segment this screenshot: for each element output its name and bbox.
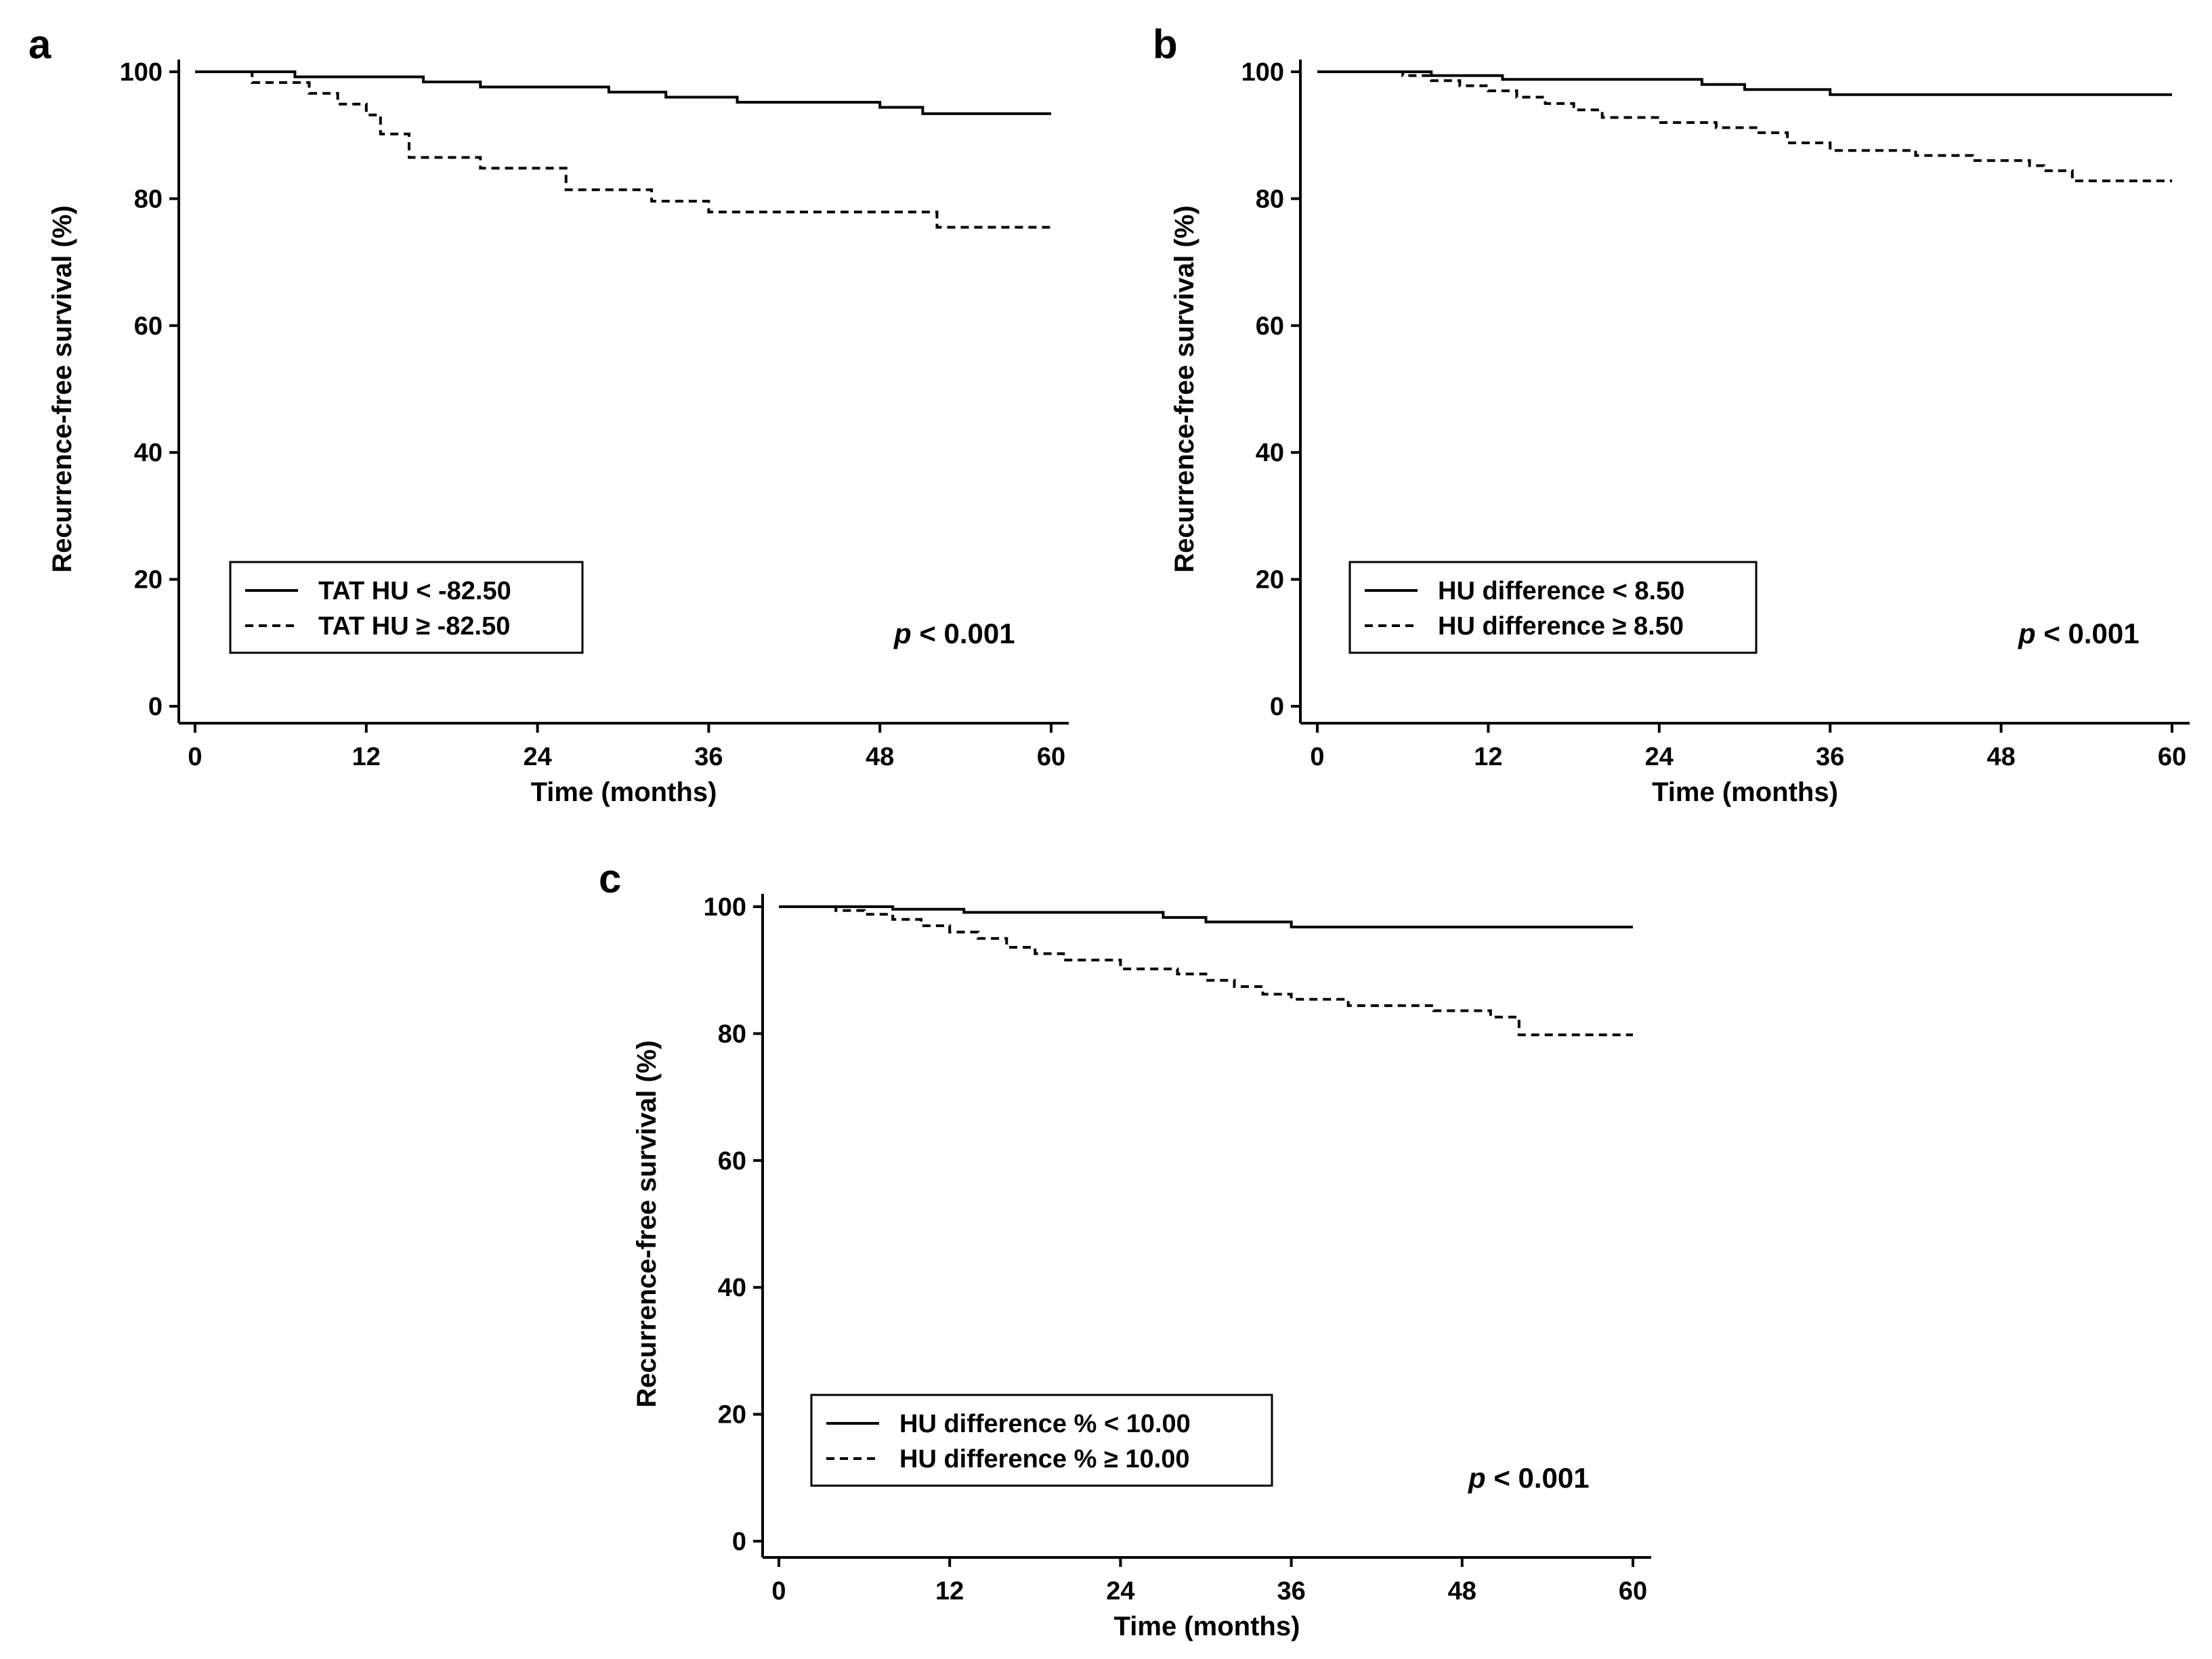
legend-box [1348,561,1758,654]
legend-label: HU difference % < 10.00 [899,1410,1191,1438]
panel-c: c 0 20 40 60 80 100 0 12 24 36 48 60 Time (months) Rec… [599,856,1651,1641]
y-tick-label: 40 [718,1274,746,1302]
x-tick-label: 48 [1986,743,2015,771]
y-tick-label: 20 [718,1401,746,1429]
p-value-symbol: p [893,618,912,649]
x-tick-label: 0 [771,1577,786,1606]
x-tick-label: 60 [2158,743,2186,771]
y-tick-label: 80 [718,1020,746,1048]
y-tick-label: 100 [704,893,746,922]
y-tick-label: 60 [1256,312,1284,341]
x-axis-title: Time (months) [531,777,717,807]
x-axis-title: Time (months) [1652,777,1838,807]
legend-label: TAT HU ≥ -82.50 [318,612,510,641]
x-tick-label: 60 [1037,743,1065,771]
legend-label: HU difference % ≥ 10.00 [899,1445,1189,1473]
y-tick-label: 0 [732,1528,746,1556]
survival-curve-solid [195,70,1051,115]
x-tick-label: 60 [1619,1577,1647,1606]
legend: HU difference % < 10.00 HU difference % ≥… [810,1394,1273,1487]
legend: HU difference < 8.50 HU difference ≥ 8.50 [1348,561,1758,654]
panel-letter: b [1153,22,1178,67]
y-tick-label: 80 [134,185,163,213]
survival-curve-dashed [1317,70,2172,183]
y-tick-label: 60 [718,1147,746,1176]
legend-label: TAT HU < -82.50 [318,577,511,605]
legend-label: HU difference < 8.50 [1438,577,1684,605]
y-tick-label: 100 [120,58,163,87]
panel-letter: a [28,22,51,67]
panel-letter: c [599,856,621,901]
legend: TAT HU < -82.50 TAT HU ≥ -82.50 [229,561,584,654]
y-tick-label: 0 [1270,693,1284,721]
survival-curve-dashed [195,70,1051,229]
y-tick-label: 60 [134,312,163,341]
x-tick-label: 12 [1474,743,1502,771]
y-axis-title: Recurrence-free survival (%) [632,1040,662,1407]
x-tick-label: 0 [188,743,202,771]
survival-curve-solid [779,905,1633,928]
y-tick-label: 80 [1256,185,1284,213]
x-tick-label: 0 [1310,743,1324,771]
p-value-text: < 0.001 [1486,1462,1590,1494]
p-value: p < 0.001 [893,618,1015,649]
x-tick-label: 24 [1645,743,1674,771]
x-tick-label: 48 [1448,1577,1476,1606]
x-tick-label: 48 [866,743,894,771]
y-tick-label: 100 [1241,58,1284,87]
panel-b: b 0 20 40 60 80 100 0 12 24 36 48 60 Time (months) Rec… [1153,22,2190,807]
legend-label: HU difference ≥ 8.50 [1438,612,1684,641]
p-value-symbol: p [2018,618,2036,649]
x-tick-label: 12 [352,743,381,771]
p-value: p < 0.001 [2018,618,2140,649]
x-tick-label: 36 [1277,1577,1305,1606]
p-value-text: < 0.001 [912,618,1015,649]
panel-a: a 0 20 40 60 80 100 0 12 24 36 48 60 Time (months) Rec… [28,22,1069,807]
x-tick-label: 12 [935,1577,964,1606]
x-tick-label: 24 [1106,1577,1134,1606]
legend-box [229,561,584,654]
y-tick-label: 20 [134,566,163,595]
survival-curve-solid [1317,70,2172,96]
y-axis-title: Recurrence-free survival (%) [47,205,77,572]
x-tick-label: 24 [523,743,551,771]
p-value-symbol: p [1468,1462,1486,1494]
y-tick-label: 40 [1256,439,1284,467]
x-tick-label: 36 [1816,743,1844,771]
legend-box [810,1394,1273,1487]
y-tick-label: 20 [1256,566,1284,595]
x-tick-label: 36 [694,743,723,771]
y-tick-label: 40 [134,439,163,467]
survival-curve-dashed [779,905,1633,1037]
p-value-text: < 0.001 [2036,618,2140,649]
p-value: p < 0.001 [1468,1462,1590,1494]
x-axis-title: Time (months) [1114,1612,1300,1641]
y-axis-title: Recurrence-free survival (%) [1170,205,1199,572]
y-tick-label: 0 [148,693,163,721]
